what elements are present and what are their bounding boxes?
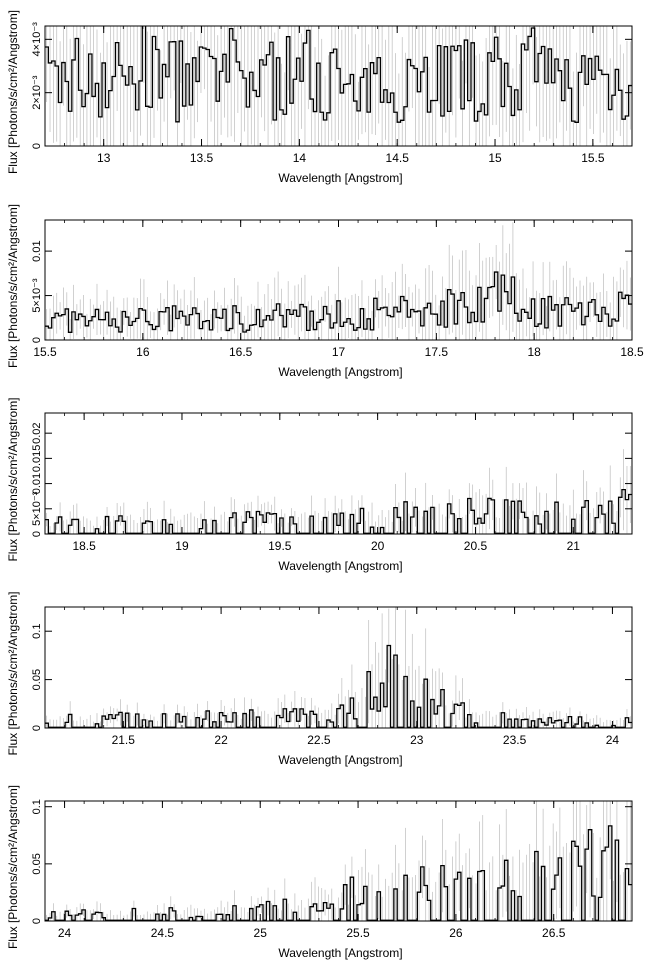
y-tick-label: 2×10⁻³ xyxy=(31,75,43,110)
y-tick-label: 0 xyxy=(31,531,43,537)
x-tick-label: 25.5 xyxy=(346,926,370,940)
x-tick-label: 26.5 xyxy=(542,926,566,940)
error-bars-2 xyxy=(46,222,631,340)
x-tick-label: 16 xyxy=(136,345,150,359)
x-tick-label: 24 xyxy=(58,926,72,940)
y-tick-label: 0 xyxy=(31,918,43,924)
x-tick-label: 17 xyxy=(332,345,346,359)
x-tick-label: 23 xyxy=(410,733,424,747)
y-axis-label: Flux [Photons/s/cm²/Angstrom] xyxy=(6,10,20,174)
error-bars-3 xyxy=(46,449,631,534)
y-tick-label: 0.02 xyxy=(31,422,43,443)
x-axis-label: Wavelength [Angstrom] xyxy=(278,946,402,960)
x-tick-label: 19.5 xyxy=(268,539,292,553)
y-tick-label: 0.1 xyxy=(31,624,43,639)
x-tick-label: 21.5 xyxy=(112,733,136,747)
x-tick-label: 24 xyxy=(606,733,620,747)
x-tick-label: 15.5 xyxy=(33,345,57,359)
x-tick-label: 18.5 xyxy=(72,539,96,553)
y-tick-label: 0.015 xyxy=(31,445,43,473)
error-bars-5 xyxy=(46,801,631,921)
x-tick-label: 26 xyxy=(449,926,463,940)
y-tick-label: 0.1 xyxy=(31,799,43,814)
x-tick-label: 23.5 xyxy=(503,733,527,747)
y-tick-label: 5×10⁻³ xyxy=(31,278,43,313)
x-tick-label: 20.5 xyxy=(464,539,488,553)
y-tick-label: 0 xyxy=(31,143,43,149)
x-tick-label: 16.5 xyxy=(229,345,253,359)
x-axis-label: Wavelength [Angstrom] xyxy=(278,559,402,573)
x-tick-label: 15.5 xyxy=(581,151,605,165)
spectrum-histogram-4 xyxy=(45,644,632,728)
spectrum-histogram-2 xyxy=(45,271,632,333)
y-tick-label: 0.05 xyxy=(31,669,43,690)
x-tick-label: 20 xyxy=(371,539,385,553)
spectrum-panel-5: 24 24.5 25 25.5 26 26.5 0 0.05 0.1 Wavelength [An… xyxy=(6,785,633,960)
x-tick-label: 24.5 xyxy=(151,926,175,940)
plot-area-2 xyxy=(45,222,632,340)
error-bars-1 xyxy=(46,26,631,146)
x-tick-label: 13 xyxy=(97,151,111,165)
y-tick-label: 0.01 xyxy=(31,240,43,261)
y-tick-label: 0 xyxy=(31,337,43,343)
x-tick-label: 21 xyxy=(567,539,581,553)
x-tick-label: 22 xyxy=(214,733,228,747)
x-tick-label: 15 xyxy=(488,151,502,165)
x-axis-label: Wavelength [Angstrom] xyxy=(278,365,402,379)
x-tick-label: 14 xyxy=(293,151,307,165)
x-tick-label: 18.5 xyxy=(620,345,644,359)
spectrum-histogram-3 xyxy=(45,489,632,534)
x-tick-label: 13.5 xyxy=(190,151,214,165)
spectrum-panel-2: 15.5 16 16.5 17 17.5 18 18.5 0 5×10⁻³ 0.01 Wavelen… xyxy=(6,204,644,379)
x-tick-label: 18 xyxy=(527,345,541,359)
plot-area-4 xyxy=(45,607,632,728)
x-tick-label: 19 xyxy=(175,539,189,553)
x-tick-label: 22.5 xyxy=(307,733,331,747)
y-tick-label: 5×10⁻³ xyxy=(31,491,43,526)
plot-area-3 xyxy=(45,449,632,534)
x-axis-label: Wavelength [Angstrom] xyxy=(278,753,402,767)
y-axis-label: Flux [Photons/s/cm²/Angstrom] xyxy=(6,591,20,755)
spectrum-panel-1: 13 13.5 14 14.5 15 15.5 0 2×10⁻³ 4×10⁻³ Wavelengt… xyxy=(6,10,633,185)
plot-area-1 xyxy=(45,26,632,146)
x-tick-label: 14.5 xyxy=(386,151,410,165)
y-tick-label: 0 xyxy=(31,725,43,731)
error-bars-4 xyxy=(46,607,631,728)
spectrum-histogram-5 xyxy=(45,825,632,921)
y-tick-label: 0.01 xyxy=(31,473,43,494)
x-tick-label: 25 xyxy=(254,926,268,940)
x-axis-label: Wavelength [Angstrom] xyxy=(278,171,402,185)
y-tick-label: 4×10⁻³ xyxy=(31,22,43,57)
y-axis-label: Flux [Photons/s/cm²/Angstrom] xyxy=(6,204,20,368)
y-tick-label: 0.05 xyxy=(31,853,43,874)
x-tick-label: 17.5 xyxy=(425,345,449,359)
y-axis-label: Flux [Photons/s/cm²/Angstrom] xyxy=(6,785,20,949)
spectrum-panel-4: 21.5 22 22.5 23 23.5 24 0 0.05 0.1 Wavelength [An… xyxy=(6,591,633,767)
plot-area-5 xyxy=(45,801,632,921)
y-axis-label: Flux [Photons/s/cm²/Angstrom] xyxy=(6,397,20,561)
spectrum-panel-3: 18.5 19 19.5 20 20.5 21 0 5×10⁻³0.010.015 0.02 Wa… xyxy=(6,397,633,573)
